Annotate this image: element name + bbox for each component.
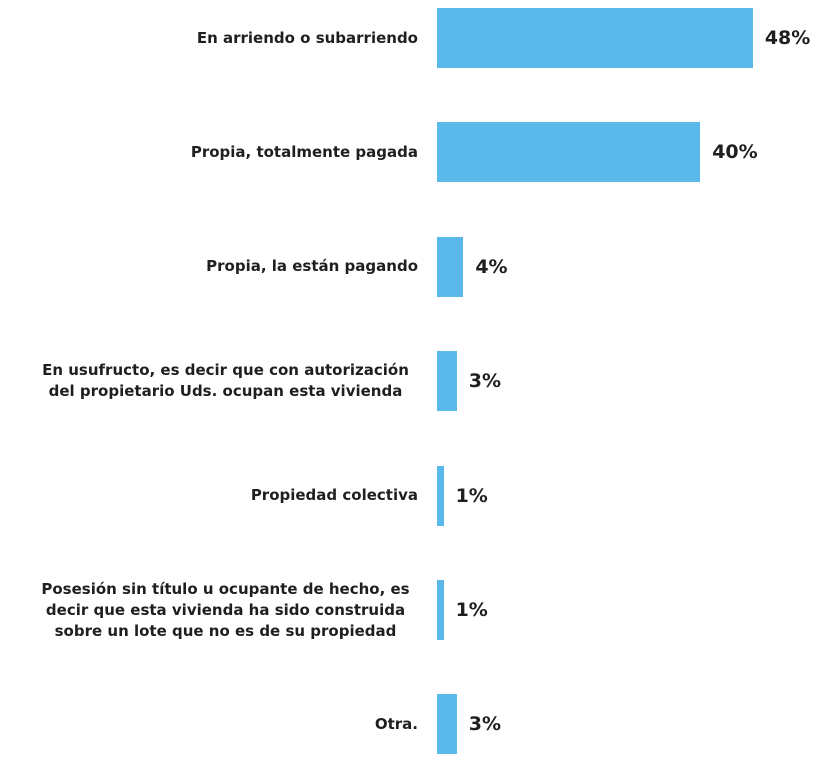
bar — [437, 8, 753, 68]
bar — [437, 122, 701, 183]
category-label: Propia, la están pagando — [0, 217, 418, 317]
category-label: Posesión sin título u ocupante de hecho,… — [0, 560, 418, 660]
category-text: Posesión sin título u ocupante de hecho,… — [41, 579, 410, 640]
category-label: Otra. — [0, 674, 418, 774]
value-label: 1% — [455, 484, 488, 507]
bar — [437, 465, 444, 526]
bar — [437, 236, 464, 297]
value-label: 4% — [475, 255, 508, 278]
page: En arriendo o subarriendo 48% Propia, tota… — [0, 0, 811, 755]
value-label: 3% — [468, 370, 501, 393]
value-label: 48% — [764, 27, 811, 49]
category-text: Propia, totalmente pagada — [190, 142, 418, 161]
category-text: En arriendo o subarriendo — [196, 28, 418, 47]
category-label: Propia, totalmente pagada — [0, 102, 418, 202]
bar — [437, 351, 457, 412]
category-label: En arriendo o subarriendo — [0, 0, 418, 88]
category-text: Propia, la están pagando — [206, 257, 418, 276]
category-text: En usufructo, es decir que con autorizac… — [42, 361, 409, 401]
bar — [437, 694, 457, 755]
value-label: 1% — [455, 599, 488, 621]
value-label: 40% — [712, 141, 758, 164]
value-label: 3% — [468, 713, 501, 736]
category-text: Otra. — [374, 714, 418, 733]
bar — [437, 580, 444, 640]
category-label: En usufructo, es decir que con autorizac… — [0, 331, 418, 431]
category-text: Propiedad colectiva — [250, 486, 418, 505]
category-label: Propiedad colectiva — [0, 446, 418, 546]
